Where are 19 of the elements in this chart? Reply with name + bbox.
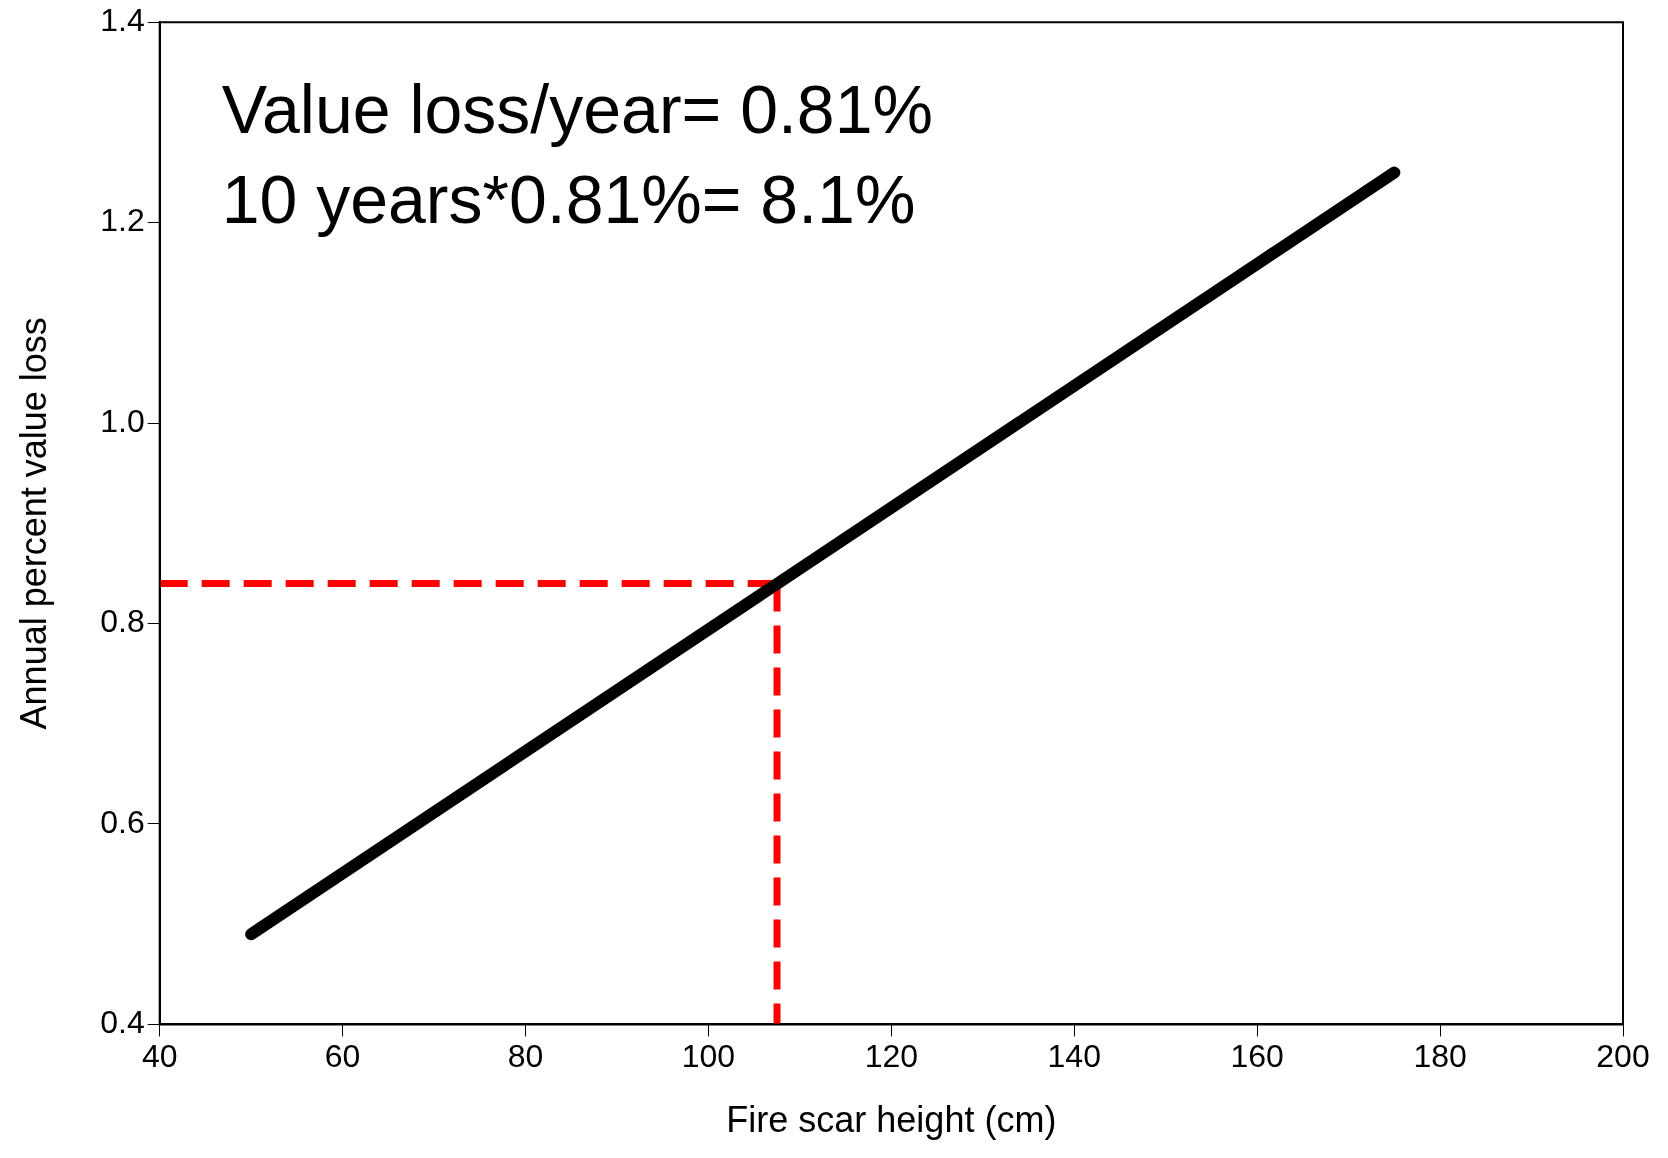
y-tick-label: 0.8 — [100, 603, 145, 640]
annotation: Value loss/year= 0.81% — [221, 70, 933, 147]
x-tick-label: 120 — [864, 1038, 919, 1075]
y-tick-label: 1.2 — [100, 202, 145, 239]
y-axis-title: Annual percent value loss — [12, 317, 54, 730]
y-tick-label: 0.4 — [100, 1004, 145, 1041]
x-axis-title: Fire scar height (cm) — [726, 1099, 1057, 1141]
x-tick-label: 40 — [141, 1038, 178, 1075]
x-tick-label: 80 — [507, 1038, 544, 1075]
x-tick-label: 140 — [1047, 1038, 1101, 1075]
x-tick-label: 100 — [681, 1038, 736, 1075]
x-tick-label: 60 — [324, 1038, 361, 1075]
x-tick-label: 200 — [1596, 1038, 1650, 1075]
x-tick-label: 160 — [1230, 1038, 1284, 1075]
y-tick-label: 0.6 — [100, 803, 145, 840]
y-tick-label: 1.0 — [100, 402, 145, 439]
x-tick-label: 180 — [1413, 1038, 1467, 1075]
y-tick-label: 1.4 — [100, 2, 145, 39]
annotation: 10 years*0.81%= 8.1% — [221, 160, 916, 237]
